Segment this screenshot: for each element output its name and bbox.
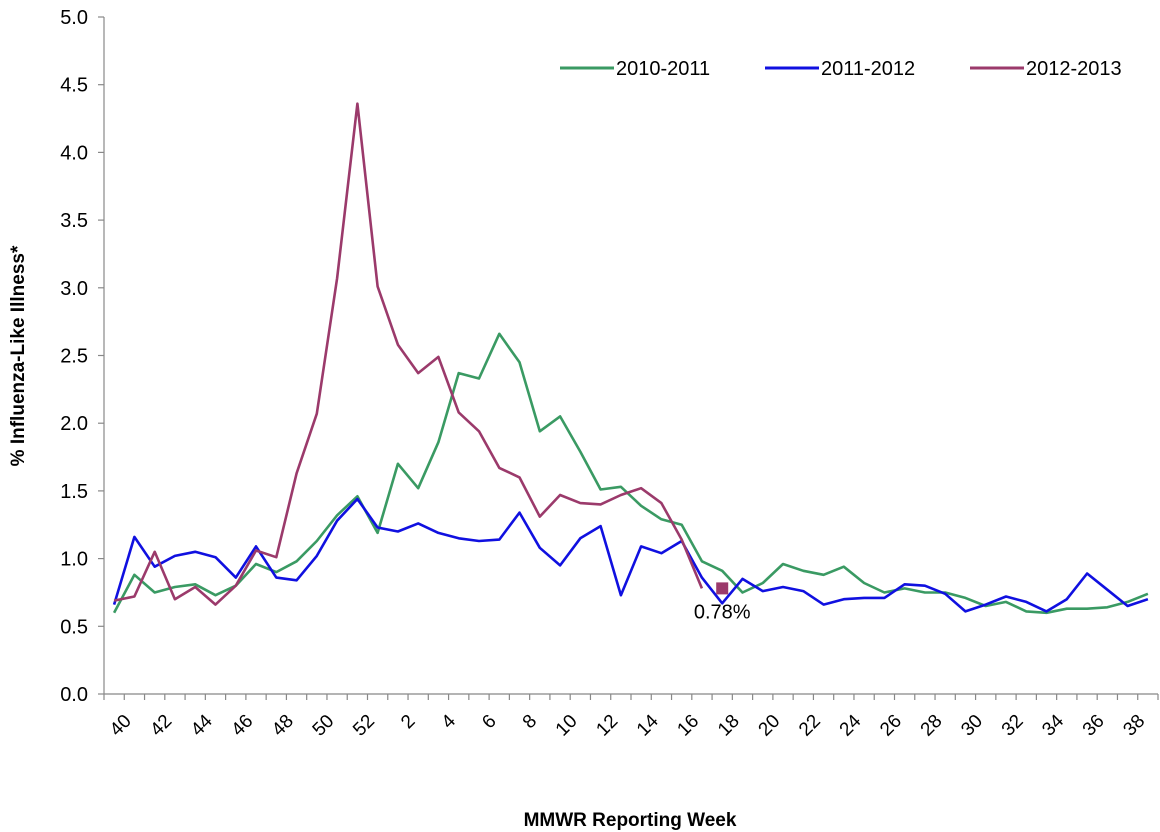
latest-value-marker xyxy=(716,582,729,595)
y-tick-label: 4.0 xyxy=(60,142,88,164)
x-tick-label: 6 xyxy=(478,711,500,733)
legend-label-2010-2011: 2010-2011 xyxy=(616,58,710,80)
x-tick-label: 50 xyxy=(309,711,339,741)
x-tick-label: 48 xyxy=(268,711,298,741)
x-axis-ticks: 40 42 44 46 48 50 52 2 4 6 8 10 12 14 16 18 20 22 24 26 28 30… xyxy=(103,694,1159,741)
series-line-2011-2012 xyxy=(112,497,1149,613)
y-tick-label: 3.0 xyxy=(60,278,88,300)
series-line-2010-2011 xyxy=(112,332,1149,615)
series-line-2012-2013 xyxy=(113,102,704,606)
x-tick-label: 28 xyxy=(917,711,947,741)
y-tick-label: 2.5 xyxy=(60,346,88,368)
x-tick-label: 22 xyxy=(795,711,825,741)
x-tick-label: 24 xyxy=(836,710,866,740)
annotations: 0.78% xyxy=(694,582,751,623)
x-tick-label: 44 xyxy=(187,710,217,740)
latest-value-label: 0.78% xyxy=(694,601,751,623)
x-tick-label: 16 xyxy=(673,711,703,741)
y-tick-label: 1.0 xyxy=(60,549,88,571)
x-tick-label: 2 xyxy=(397,711,419,733)
axes xyxy=(103,17,1158,695)
x-tick-label: 38 xyxy=(1119,711,1149,741)
x-tick-label: 42 xyxy=(146,711,176,741)
y-tick-label: 4.5 xyxy=(60,75,88,97)
x-tick-label: 20 xyxy=(755,711,785,741)
x-tick-label: 52 xyxy=(349,711,379,741)
y-tick-label: 2.0 xyxy=(60,413,88,435)
x-tick-label: 4 xyxy=(438,710,461,733)
series-lines xyxy=(112,102,1149,615)
x-tick-label: 12 xyxy=(592,711,622,741)
y-tick-label: 1.5 xyxy=(60,481,88,503)
x-tick-label: 10 xyxy=(552,711,582,741)
y-axis-label: % Influenza-Like Illness* xyxy=(8,245,29,466)
y-tick-label: 5.0 xyxy=(60,7,88,29)
x-tick-label: 18 xyxy=(714,711,744,741)
legend-label-2012-2013: 2012-2013 xyxy=(1026,58,1122,80)
x-axis-label: MMWR Reporting Week xyxy=(524,810,737,831)
x-tick-label: 46 xyxy=(228,711,258,741)
legend-label-2011-2012: 2011-2012 xyxy=(821,58,915,80)
x-tick-label: 34 xyxy=(1038,710,1068,740)
x-tick-label: 8 xyxy=(519,711,541,733)
x-tick-label: 14 xyxy=(633,710,663,740)
y-axis-ticks: 0.0 0.5 1.0 1.5 2.0 2.5 3.0 3.5 4.0 4.5 5.0 xyxy=(60,7,104,706)
legend: 2010-2011 2011-2012 2012-2013 xyxy=(560,58,1122,80)
y-tick-label: 3.5 xyxy=(60,210,88,232)
x-tick-label: 26 xyxy=(876,711,906,741)
x-tick-label: 40 xyxy=(106,711,136,741)
x-tick-label: 30 xyxy=(957,711,987,741)
x-tick-label: 36 xyxy=(1079,711,1109,741)
y-tick-label: 0.5 xyxy=(60,616,88,638)
y-tick-label: 0.0 xyxy=(60,684,88,706)
x-tick-label: 32 xyxy=(998,711,1028,741)
